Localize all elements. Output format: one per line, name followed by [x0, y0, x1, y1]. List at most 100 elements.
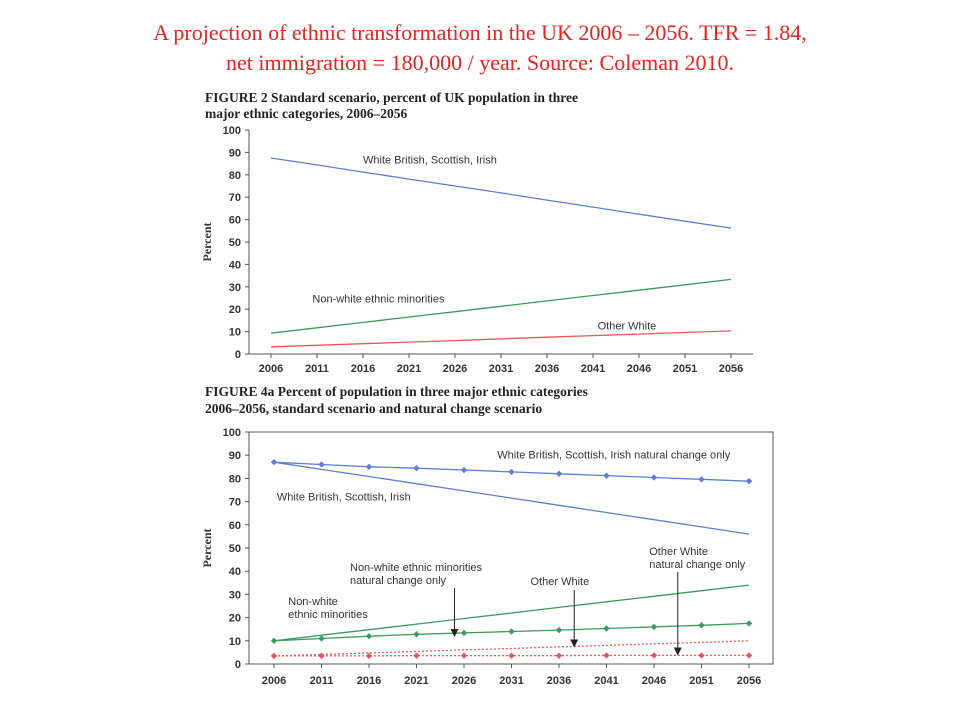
- fig4a-x-tick-label: 2006: [262, 675, 286, 687]
- fig4a-series-1-point: [460, 466, 468, 474]
- fig4a-x-tick-label: 2026: [452, 675, 476, 687]
- fig2-y-tick-label: 30: [229, 282, 241, 294]
- figure-4a: FIGURE 4a Percent of population in three…: [200, 384, 774, 687]
- fig4a-series-3-point: [508, 628, 515, 635]
- fig2-x-tick-label: 2011: [305, 363, 329, 375]
- fig4a-series-3-point: [270, 637, 278, 644]
- fig2-annotation-2: Other White: [598, 320, 657, 332]
- fig2-x-tick-label: 2016: [351, 363, 375, 375]
- fig2-x-tick-label: 2006: [259, 363, 283, 375]
- fig4a-y-tick-label: 90: [229, 450, 241, 462]
- fig4a-annotation-0: White British, Scottish, Irish natural c…: [497, 450, 730, 462]
- fig4a-annotation-2: Non-white ethnic minorities: [350, 562, 483, 574]
- figure-2-title-line-1: FIGURE 2 Standard scenario, percent of U…: [205, 90, 578, 105]
- fig4a-series-1-point: [508, 468, 515, 476]
- fig4a-series-4-line: [273, 640, 750, 657]
- figure-2-title-line-2: major ethnic categories, 2006–2056: [205, 106, 407, 121]
- fig2-y-tick-label: 10: [229, 327, 241, 339]
- fig4a-series-5-point: [508, 652, 515, 659]
- fig4a-series-1-point: [698, 476, 705, 483]
- fig4a-series-5-point: [603, 652, 610, 659]
- fig4a-series-5-point: [650, 652, 658, 659]
- fig4a-y-tick-label: 100: [223, 427, 241, 439]
- fig2-series-1-line: [270, 278, 732, 334]
- fig2-x-tick-label: 2031: [489, 363, 513, 375]
- fig4a-annotation-4-line-2: ethnic minorities: [288, 609, 368, 621]
- fig4a-y-tick-label: 60: [229, 520, 241, 532]
- fig4a-y-axis-title: Percent: [200, 528, 214, 567]
- fig2-y-tick-label: 20: [229, 304, 241, 316]
- fig4a-annotation-5-line-2: natural change only: [649, 559, 746, 571]
- fig2-annotation-0: White British, Scottish, Irish: [363, 155, 497, 167]
- fig4a-series-1-point: [745, 477, 753, 485]
- fig4a-x-tick-label: 2036: [547, 675, 571, 687]
- fig2-y-tick-label: 40: [229, 259, 241, 271]
- fig4a-y-tick-label: 30: [229, 589, 241, 601]
- fig4a-series-5-point: [698, 652, 705, 659]
- fig4a-series-1-point: [318, 461, 325, 468]
- fig2-annotation-1: Non-white ethnic minorities: [312, 293, 445, 305]
- fig4a-x-tick-label: 2056: [737, 675, 761, 687]
- fig2-x-tick-label: 2056: [719, 363, 743, 375]
- fig4a-x-tick-label: 2021: [404, 675, 428, 687]
- fig4a-x-tick-label: 2016: [357, 675, 381, 687]
- fig4a-series-5-point: [318, 652, 325, 660]
- fig4a-annotation-5: Other White: [649, 546, 708, 558]
- fig4a-annotation-4: Non-white: [288, 596, 338, 608]
- fig2-y-tick-label: 50: [229, 237, 241, 249]
- fig4a-series-3-point: [555, 626, 563, 634]
- fig4a-x-tick-label: 2051: [689, 675, 713, 687]
- fig4a-annotation-2-line-2: natural change only: [350, 575, 447, 587]
- figure-2: FIGURE 2 Standard scenario, percent of U…: [200, 90, 753, 375]
- fig4a-series-3-point: [650, 623, 658, 631]
- fig4a-annotation-3: Other White: [531, 576, 590, 588]
- fig4a-x-tick-label: 2041: [594, 675, 618, 687]
- fig4a-series-5-point: [270, 652, 278, 660]
- slide-title-line-2: net immigration = 180,000 / year. Source…: [226, 50, 734, 75]
- fig4a-series-1-point: [365, 463, 373, 470]
- fig4a-x-tick-label: 2011: [310, 675, 334, 687]
- fig4a-series-1-point: [603, 472, 610, 479]
- fig4a-series-5-point: [365, 652, 373, 660]
- fig2-x-tick-label: 2026: [443, 363, 467, 375]
- fig4a-annotation-1: White British, Scottish, Irish: [277, 491, 411, 503]
- slide-title-line-1: A projection of ethnic transformation in…: [153, 20, 807, 45]
- fig4a-series-1-point: [413, 464, 420, 472]
- fig4a-y-tick-label: 50: [229, 543, 241, 555]
- fig4a-series-3-point: [698, 622, 705, 629]
- fig2-y-tick-label: 60: [229, 215, 241, 227]
- fig2-x-tick-label: 2046: [627, 363, 651, 375]
- fig4a-series-3-point: [603, 625, 610, 632]
- fig4a-series-3-point: [413, 631, 420, 638]
- fig4a-x-tick-label: 2031: [499, 675, 523, 687]
- fig2-x-tick-label: 2041: [581, 363, 605, 375]
- figure-4a-title-line-2: 2006–2056, standard scenario and natural…: [205, 401, 542, 416]
- fig4a-x-tick-label: 2046: [642, 675, 666, 687]
- fig4a-y-tick-label: 70: [229, 497, 241, 509]
- fig4a-series-3-point: [365, 632, 373, 640]
- slide-title: A projection of ethnic transformation in…: [0, 18, 960, 78]
- fig4a-series-3-point: [745, 620, 753, 627]
- fig4a-series-3-point: [318, 635, 325, 642]
- fig4a-y-tick-label: 10: [229, 636, 241, 648]
- fig4a-series-1-point: [555, 470, 563, 477]
- fig4a-series-2-line: [273, 584, 750, 642]
- figure-4a-plot: 0 10 20 30 40 50 60 70 80 90 100 2006 2011 2016 2021 20…: [200, 427, 774, 687]
- fig4a-series-1-point: [650, 474, 658, 481]
- fig2-series-0-line: [270, 157, 732, 229]
- fig2-y-tick-label: 80: [229, 170, 241, 182]
- fig2-y-tick-label: 100: [223, 125, 241, 137]
- fig4a-series-5-point: [460, 652, 468, 659]
- fig4a-series-0-line: [273, 461, 750, 535]
- fig2-x-tick-label: 2036: [535, 363, 559, 375]
- fig2-x-tick-label: 2051: [673, 363, 697, 375]
- fig4a-series-3-point: [460, 629, 468, 637]
- fig4a-series-5-point: [413, 652, 420, 659]
- fig4a-series-5-point: [555, 652, 563, 659]
- fig4a-y-tick-label: 80: [229, 473, 241, 485]
- fig2-y-tick-label: 0: [235, 349, 241, 361]
- fig2-x-tick-label: 2021: [397, 363, 421, 375]
- figure-4a-title-line-1: FIGURE 4a Percent of population in three…: [205, 384, 588, 399]
- fig2-y-axis-title: Percent: [200, 222, 214, 261]
